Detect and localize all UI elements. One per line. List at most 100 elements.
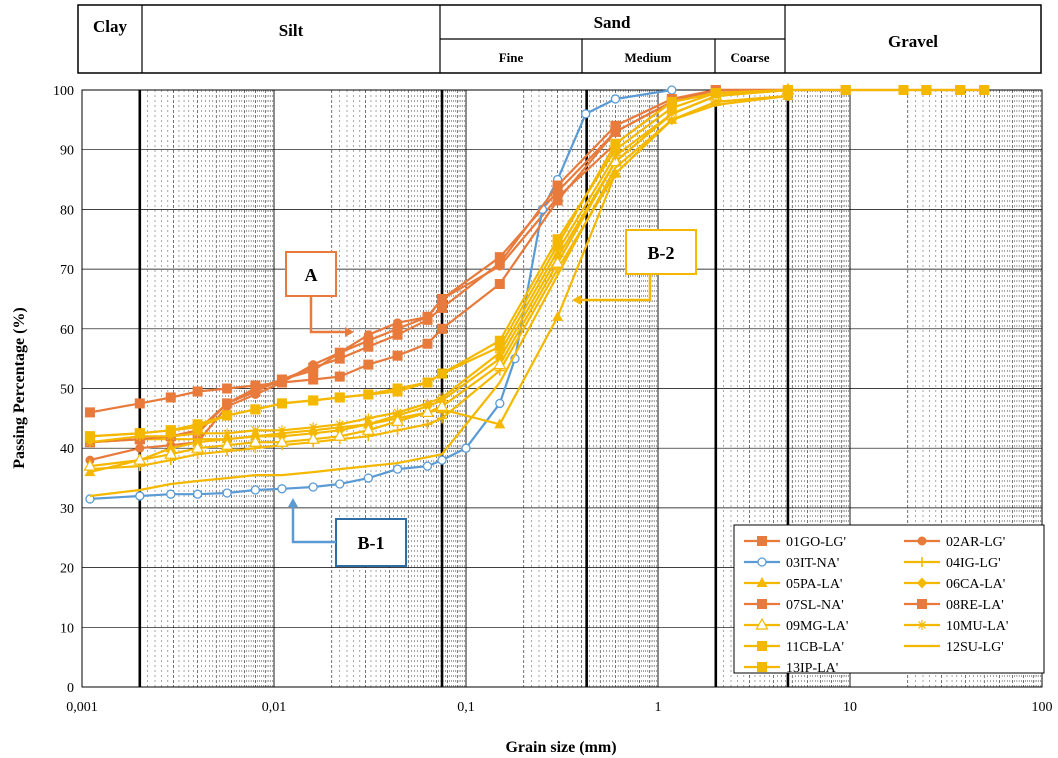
data-point: [710, 87, 721, 98]
y-tick-label: 100: [53, 84, 74, 99]
data-point: [757, 662, 767, 672]
data-point: [363, 359, 374, 370]
data-point: [610, 126, 621, 137]
data-point: [192, 489, 203, 499]
legend-label: 06CA-LA': [946, 577, 1005, 592]
data-point: [609, 167, 621, 178]
y-tick-label: 0: [67, 681, 74, 696]
data-point: [666, 96, 677, 107]
data-point: [166, 489, 176, 499]
data-point: [420, 405, 434, 417]
series-line: [89, 94, 789, 498]
data-point: [755, 617, 769, 630]
data-point: [248, 434, 262, 447]
data-point: [757, 557, 767, 567]
data-point: [191, 440, 205, 453]
data-point: [333, 429, 347, 441]
legend-label: 13IP-LA': [786, 661, 838, 676]
data-point: [552, 186, 563, 197]
x-axis-label: Grain size (mm): [505, 739, 616, 756]
data-point: [277, 484, 287, 494]
header-sand: Sand: [594, 13, 631, 32]
classification-header: Clay Silt Sand Fine Medium Coarse Gravel: [77, 4, 1042, 74]
data-point: [917, 557, 927, 567]
data-point: [392, 329, 403, 340]
data-point: [581, 109, 591, 119]
data-point: [392, 407, 403, 418]
data-point: [363, 389, 374, 400]
data-point: [165, 431, 176, 442]
data-point: [250, 404, 261, 415]
data-point: [422, 314, 433, 325]
data-point: [133, 452, 147, 465]
data-point: [308, 482, 318, 492]
axis-ticks: 0 10 20 30 40 50 60 70 80 90 100 0,001 0,01 0,1 1 10 100: [53, 84, 1053, 715]
series-line: [89, 88, 788, 462]
data-point: [334, 353, 345, 364]
data-point: [363, 341, 374, 352]
data-point: [917, 620, 927, 630]
data-point: [134, 398, 145, 409]
y-tick-label: 40: [60, 442, 74, 457]
header-gravel: Gravel: [888, 32, 938, 51]
data-point: [250, 380, 261, 391]
data-point: [308, 422, 319, 433]
y-tick-label: 50: [60, 383, 74, 398]
data-point: [494, 341, 505, 352]
x-tick-label: 0,001: [66, 700, 98, 715]
data-point: [363, 473, 373, 483]
annotation-b1-label: B-1: [358, 533, 385, 553]
data-point: [552, 195, 563, 206]
y-tick-label: 20: [60, 562, 74, 577]
data-point: [552, 234, 563, 245]
data-point: [250, 425, 261, 436]
data-point: [494, 279, 505, 290]
legend-label: 10MU-LA': [946, 619, 1008, 634]
data-point: [135, 491, 145, 501]
x-tick-label: 100: [1032, 700, 1053, 715]
x-tick-label: 10: [843, 700, 857, 715]
data-point: [392, 386, 403, 397]
y-tick-label: 90: [60, 144, 74, 159]
x-tick-label: 0,01: [262, 700, 287, 715]
data-point: [306, 431, 320, 444]
data-point: [192, 386, 203, 397]
data-point: [437, 413, 448, 424]
y-tick-label: 30: [60, 502, 74, 517]
data-point: [165, 392, 176, 403]
data-point: [222, 488, 232, 498]
data-point: [192, 419, 203, 430]
annotation-b2: B-2: [572, 229, 697, 305]
data-point: [666, 108, 677, 119]
y-tick-label: 60: [60, 323, 74, 338]
data-point: [610, 138, 621, 149]
legend-label: 04IG-LG': [946, 556, 1001, 571]
data-point: [610, 150, 621, 161]
y-tick-label: 70: [60, 263, 74, 278]
data-point: [921, 85, 932, 95]
data-point: [610, 94, 621, 104]
data-point: [392, 323, 403, 334]
y-axis-label: Passing Percentage (%): [11, 307, 28, 468]
header-coarse: Coarse: [731, 50, 770, 65]
data-point: [276, 398, 287, 409]
header-silt: Silt: [279, 21, 304, 40]
data-point: [757, 641, 767, 651]
data-point: [757, 599, 767, 609]
data-point: [610, 144, 621, 155]
data-point: [83, 458, 97, 471]
plot-frame: [81, 89, 1043, 688]
data-point: [192, 428, 203, 439]
data-point: [955, 85, 966, 95]
data-point: [437, 302, 448, 313]
data-point: [552, 310, 564, 321]
data-point: [437, 294, 447, 304]
data-point: [437, 455, 447, 465]
data-point: [422, 398, 433, 409]
data-point: [422, 461, 433, 471]
header-medium: Medium: [625, 50, 672, 65]
data-point: [435, 399, 449, 412]
legend-label: 05PA-LA': [786, 577, 842, 592]
data-point: [666, 102, 677, 113]
data-point: [250, 386, 261, 397]
